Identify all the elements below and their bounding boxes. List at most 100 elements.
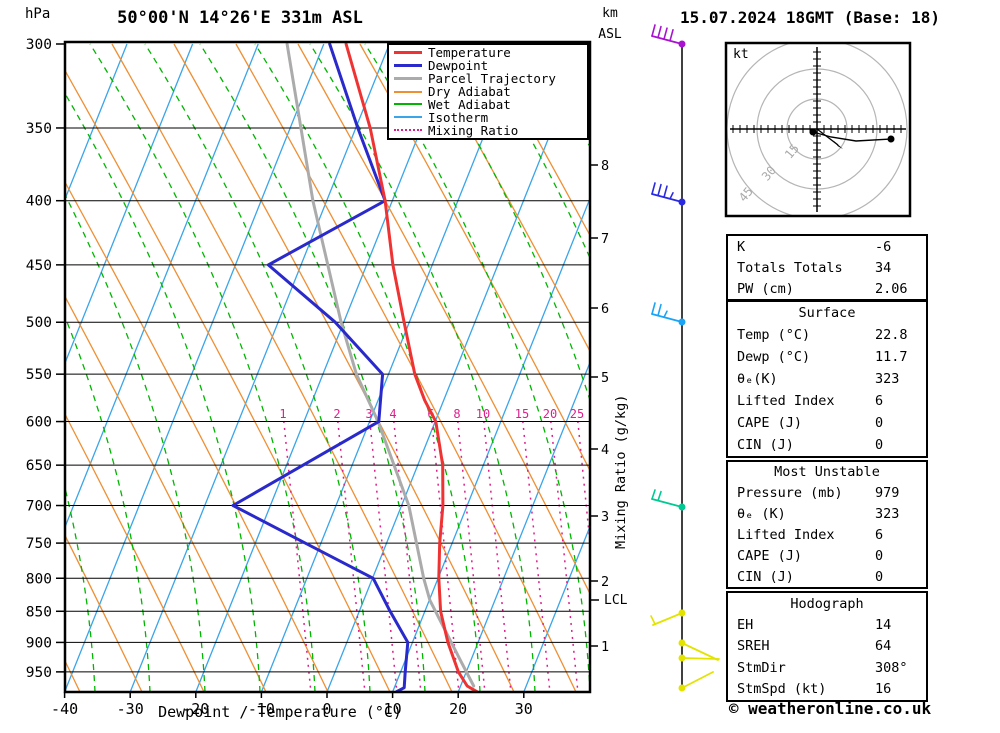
stat-value: 323 [875,371,900,387]
wind-barb-stroke [651,182,656,195]
stat-label: θₑ(K) [737,371,778,387]
legend-line-sample [394,90,422,93]
copyright-label: © weatheronline.co.uk [728,699,932,718]
mixing-ratio-line [483,420,512,692]
stat-value: 0 [875,568,884,585]
legend-row: Mixing Ratio [389,124,587,136]
temperature-curve [344,42,479,692]
lcl-label: LCL [604,593,628,608]
pressure-tick-label: 600 [26,415,52,431]
wind-barb-dot [678,609,686,617]
isotherm-line [65,43,259,529]
isotherm-line [65,43,128,201]
legend-row: Dewpoint [389,60,587,72]
table-row: SREH 64 [728,636,926,657]
page-title: 50°00'N 14°26'E 331m ASL [117,8,363,28]
wet-adiabat-line [309,43,536,692]
pressure-tick-label: 850 [26,604,52,620]
legend-label: Dewpoint [428,58,489,74]
pressure-tick-label: 550 [26,367,52,383]
stat-value: -6 [875,238,892,255]
stats-box: Surface Temp (°C) 22.8 Dewp (°C) 11.7 θₑ(K) 32… [726,300,928,458]
stat-label: Pressure (mb) [737,485,843,502]
temperature-axis-label: Dewpoint / Temperature (°C) [158,703,402,721]
legend-label: Parcel Trajectory [428,71,556,87]
stat-label: Dewp (°C) [737,349,811,365]
stat-label: Temp (°C) [737,327,811,343]
wind-barb-dot [678,40,686,48]
isotherm-line [65,43,194,365]
stat-label: PW (cm) [737,280,794,297]
wind-barb-stroke [651,35,683,45]
temp-tick-label: -40 [51,700,78,718]
wind-barb [651,489,686,511]
stats-box-header: Hodograph [790,595,864,612]
stat-value: 0 [875,437,884,453]
stat-label: CIN (J) [737,568,794,585]
km-tick-label: 8 [601,158,609,174]
wind-barb-column [650,24,720,692]
wet-adiabat-line [254,43,481,692]
temp-tick-label: 30 [515,700,533,718]
wind-barb-stroke [657,25,662,39]
wind-barb-stroke [669,28,674,42]
stat-label: StmDir [737,659,786,676]
wind-barb-stroke [652,612,683,626]
stat-value: 6 [875,393,884,409]
wet-adiabat-line [529,43,590,149]
wind-barb [678,654,720,662]
pressure-tick-label: 750 [26,536,52,552]
wind-barb-stroke [651,302,656,315]
isotherm-line [129,43,391,692]
mixing-ratio-label: 3 [365,407,372,421]
stat-value: 34 [875,259,892,276]
pressure-tick-label: 800 [26,571,52,587]
km-tick-label: 7 [601,231,609,247]
isotherm-line [195,43,456,692]
run-date-title: 15.07.2024 18GMT (Base: 18) [679,8,941,27]
km-tick-label: 3 [601,509,609,525]
wind-barb-stroke [681,671,714,689]
stat-label: θₑ (K) [737,506,786,523]
stats-box-header: Most Unstable [774,464,880,481]
pressure-tick-label: 700 [26,499,52,515]
stat-label: CIN (J) [737,437,794,453]
stat-label: CAPE (J) [737,547,803,564]
table-row: θₑ(K) 323 [728,368,926,390]
legend-line-sample [394,129,422,132]
stat-value: 64 [875,638,892,655]
pressure-tick-label: 500 [26,315,52,331]
altitude-unit-km: km [602,6,618,21]
mixing-ratio-label: 4 [389,407,396,421]
legend-line-sample [394,103,422,106]
temp-tick-label: 0 [322,700,331,718]
table-row: Totals Totals 34 [728,257,926,278]
wind-barb-dot [678,684,686,692]
stat-value: 22.8 [875,327,908,343]
isotherm-line [457,360,590,692]
table-row: K -6 [728,236,926,257]
pressure-unit-label: hPa [25,6,51,22]
wind-barb [651,302,686,326]
stat-value: 0 [875,415,884,431]
table-row: Temp (°C) 22.8 [728,324,926,346]
wind-barb-stroke [657,490,662,502]
hodograph-border [724,41,912,218]
wind-barb [651,24,686,48]
hodograph-ring-label: 30 [759,163,779,183]
stats-box: K -6 Totals Totals 34 PW (cm) 2.06 [726,234,928,301]
legend-line-sample [394,77,422,81]
table-row: Dewp (°C) 11.7 [728,346,926,368]
stat-value: 308° [875,659,908,676]
storm-motion-vector [816,128,839,146]
wind-barb [650,609,686,626]
legend-line-sample [394,51,422,55]
wet-adiabat-line [65,92,261,692]
wind-barb-stroke [663,185,668,198]
wind-barb-stroke [651,498,683,508]
legend-line-sample [394,64,422,68]
mixing-ratio-label: 15 [515,407,529,421]
pressure-tick-label: 300 [26,37,52,53]
isotherm-line [523,524,590,692]
